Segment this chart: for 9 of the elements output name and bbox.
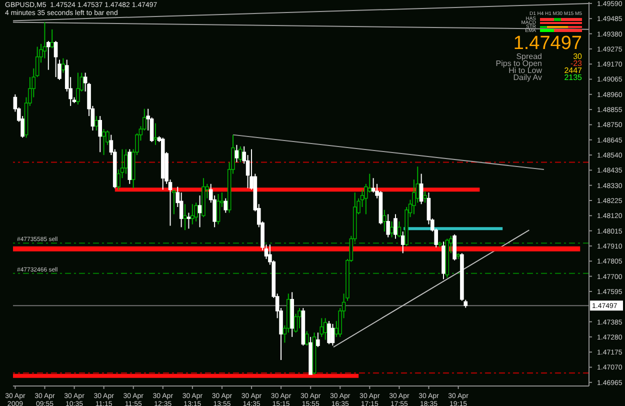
annotation: -23	[570, 59, 582, 68]
annotation: 30	[573, 52, 582, 61]
annotation: 1.47497	[512, 33, 582, 54]
annotation: 2135	[563, 73, 582, 82]
annotation: Pips to Open	[494, 59, 542, 68]
annotation: Spread	[516, 52, 542, 61]
annotation: 2447	[563, 66, 582, 75]
annotation: Hi to Low	[508, 66, 542, 75]
annotation: Daily Av	[512, 73, 542, 82]
